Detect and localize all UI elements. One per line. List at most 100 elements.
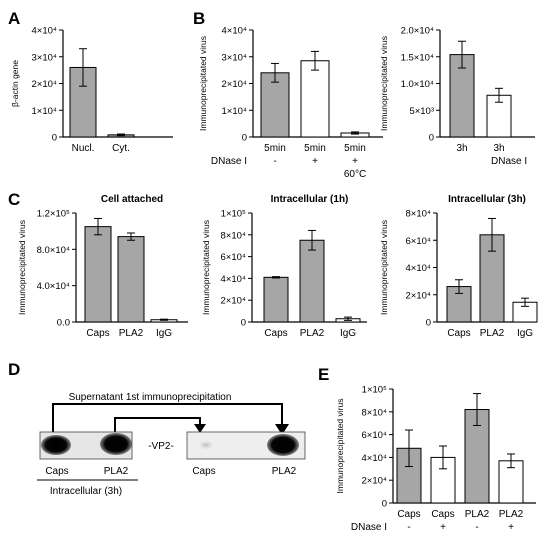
x-category-label: Caps: [447, 328, 470, 339]
chart-title: Intracellular (3h): [448, 194, 526, 205]
y-axis-label: Immunoprecipitated virus: [198, 36, 208, 131]
supernatant-label: Supernatant 1st immunoprecipitation: [69, 392, 232, 403]
y-tick-label: 1.2×10⁵: [37, 209, 70, 220]
bar: [117, 236, 145, 323]
bar: [300, 60, 330, 138]
dnase-sign: +: [352, 156, 358, 167]
chart-title: Cell attached: [101, 194, 163, 205]
x-category-label: 3h: [493, 143, 504, 154]
group-label: Intracellular (3h): [50, 486, 122, 497]
y-tick-label: 1×10⁵: [362, 385, 387, 396]
x-category-label: IgG: [340, 328, 356, 339]
y-tick-label: 8.0×10⁴: [37, 245, 70, 256]
band-caps-left: [41, 435, 71, 455]
bar: [84, 226, 112, 323]
y-tick-label: 4×10⁴: [406, 263, 431, 274]
charts-layer: 0 1×10⁴ 2×10⁴ 3×10⁴ 4×10⁴ β-actin gene Nucl. Cy…: [10, 26, 538, 533]
y-tick-label: 2×10⁴: [32, 79, 57, 90]
arrow-line-inner: [114, 417, 201, 432]
y-axis-label: β-actin gene: [10, 60, 20, 107]
y-tick-label: 6×10⁴: [221, 252, 246, 263]
y-tick-label: 2×10⁴: [222, 79, 247, 90]
x-category-label: Caps: [86, 328, 109, 339]
y-tick-label: 8×10⁴: [221, 230, 246, 241]
x-category-label: IgG: [156, 328, 172, 339]
x-category-label: 5min: [264, 143, 286, 154]
dnase-row-label: DNase I: [351, 522, 387, 533]
y-tick-label: 0: [52, 133, 57, 144]
arrow-head-inner: [194, 424, 206, 433]
temperature-label: 60°C: [344, 169, 366, 180]
lane-caps-left: Caps: [45, 466, 68, 477]
y-tick-label: 4×10⁴: [222, 26, 247, 37]
y-tick-label: 4×10⁴: [362, 453, 387, 464]
bar: [486, 94, 512, 138]
y-tick-label: 0: [241, 318, 246, 329]
chart-b2: 0 5×10³ 1.0×10⁴ 1.5×10⁴ 2.0×10⁴ Immunoprecipi…: [379, 26, 535, 167]
dnase-sign: -: [273, 156, 276, 167]
chart-b1: 0 1×10⁴ 2×10⁴ 3×10⁴ 4×10⁴ Immunoprecipitated …: [198, 26, 383, 180]
x-category-label: PLA2: [499, 509, 524, 520]
y-axis-label: Immunoprecipitated virus: [201, 220, 211, 315]
chart-c2: 0 2×10⁴ 4×10⁴ 6×10⁴ 8×10⁴ 1×10⁵ Immunoprecipit…: [201, 194, 367, 339]
y-tick-label: 4.0×10⁴: [37, 281, 70, 292]
dnase-row-label: DNase I: [211, 156, 247, 167]
y-tick-label: 1.5×10⁴: [401, 52, 434, 63]
dnase-caption: DNase I: [491, 156, 527, 167]
x-category-label: PLA2: [300, 328, 325, 339]
panel-label-b: B: [193, 9, 205, 28]
vp2-label: -VP2-: [148, 441, 174, 452]
y-tick-label: 0: [426, 318, 431, 329]
dnase-sign: +: [440, 522, 446, 533]
band-pla2-left: [100, 433, 132, 455]
arrow-head-outer: [275, 424, 289, 435]
dnase-sign: -: [475, 522, 478, 533]
y-tick-label: 2×10⁴: [362, 476, 387, 487]
lane-caps-right: Caps: [192, 466, 215, 477]
panel-label-c: C: [8, 190, 20, 209]
y-tick-label: 0: [242, 133, 247, 144]
y-tick-label: 1.0×10⁴: [401, 79, 434, 90]
x-category-label: Caps: [397, 509, 420, 520]
y-tick-label: 3×10⁴: [222, 52, 247, 63]
chart-a: 0 1×10⁴ 2×10⁴ 3×10⁴ 4×10⁴ β-actin gene Nucl. Cy…: [10, 26, 173, 154]
band-pla2-right: [267, 434, 299, 456]
chart-c3: 0 2×10⁴ 4×10⁴ 6×10⁴ 8×10⁴ Immunoprecipitated …: [379, 194, 538, 339]
panel-label-a: A: [8, 9, 20, 28]
y-tick-label: 4×10⁴: [32, 26, 57, 37]
x-category-label: 5min: [344, 143, 366, 154]
y-tick-label: 6×10⁴: [406, 236, 431, 247]
bar: [260, 72, 290, 138]
y-tick-label: 4×10⁴: [221, 274, 246, 285]
y-tick-label: 0: [429, 133, 434, 144]
y-tick-label: 8×10⁴: [362, 407, 387, 418]
y-tick-label: 3×10⁴: [32, 52, 57, 63]
y-axis-label: Immunoprecipitated virus: [379, 220, 389, 315]
lane-pla2-right: PLA2: [272, 466, 297, 477]
x-category-label: IgG: [517, 328, 533, 339]
bar: [263, 276, 289, 323]
panel-label-e: E: [318, 365, 329, 384]
y-tick-label: 1×10⁴: [32, 106, 57, 117]
y-tick-label: 1×10⁴: [222, 106, 247, 117]
y-tick-label: 2×10⁴: [221, 296, 246, 307]
y-tick-label: 5×10³: [409, 106, 434, 117]
x-category-label: 5min: [304, 143, 326, 154]
y-axis-label: Immunoprecipitated virus: [379, 36, 389, 131]
y-tick-label: 1×10⁵: [221, 209, 246, 220]
x-category-label: Cyt.: [112, 143, 130, 154]
western-blot: Supernatant 1st immunoprecipitation -VP2…: [37, 392, 306, 497]
bar: [498, 460, 524, 504]
arrow-line-outer: [52, 403, 283, 432]
x-category-label: PLA2: [465, 509, 490, 520]
y-tick-label: 0.0: [57, 318, 70, 329]
chart-title: Intracellular (1h): [271, 194, 349, 205]
x-category-label: PLA2: [480, 328, 505, 339]
panel-label-d: D: [8, 360, 20, 379]
x-category-label: Nucl.: [72, 143, 95, 154]
band-caps-right: [198, 440, 214, 450]
chart-e: 0 2×10⁴ 4×10⁴ 6×10⁴ 8×10⁴ 1×10⁵ Immunoprecipit…: [335, 385, 536, 533]
x-category-label: Caps: [264, 328, 287, 339]
x-category-label: 3h: [456, 143, 467, 154]
